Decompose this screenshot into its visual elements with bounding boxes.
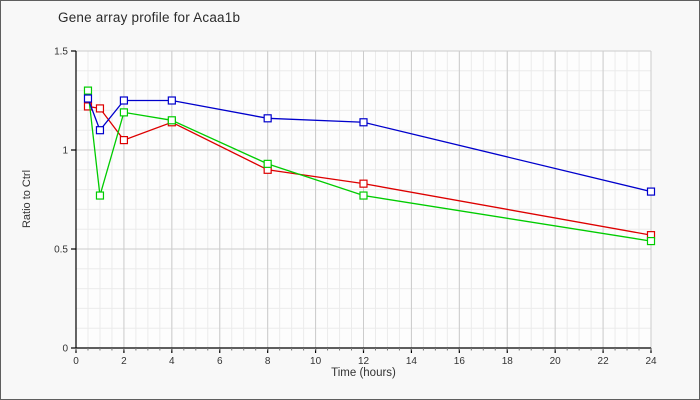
- x-tick-labels: 0 2 4 6 8 10 12 14 16 18 20 22 24: [73, 356, 657, 367]
- y-tick-label: 0: [62, 344, 68, 355]
- series-red-marker: [119, 136, 129, 145]
- x-tick-label: 16: [454, 356, 466, 367]
- series-blue-marker: [167, 96, 176, 105]
- series-blue-marker: [646, 187, 656, 196]
- x-tick-label: 18: [502, 356, 514, 367]
- x-tick-label: 12: [358, 356, 370, 367]
- x-tick-label: 6: [217, 356, 223, 367]
- x-axis-label: Time (hours): [331, 367, 396, 379]
- x-tick-label: 10: [310, 356, 322, 367]
- y-tick-label: 1.5: [54, 47, 68, 58]
- series-green-marker: [359, 191, 368, 200]
- x-tick-label: 24: [645, 356, 657, 367]
- x-tick-label: 8: [265, 356, 271, 367]
- series-blue-marker: [119, 96, 129, 105]
- series-blue-marker: [95, 126, 105, 135]
- series-green: [83, 86, 656, 246]
- x-tick-label: 22: [598, 356, 610, 367]
- series-green-marker: [83, 86, 93, 95]
- series-green-marker: [167, 116, 176, 125]
- x-tick-label: 20: [550, 356, 562, 367]
- series-green-marker: [95, 191, 105, 200]
- series-red-marker: [359, 179, 368, 188]
- series-green-marker: [119, 108, 129, 117]
- series-green-marker: [646, 236, 656, 246]
- x-tick-label: 4: [169, 356, 175, 367]
- x-tick-label: 14: [406, 356, 418, 367]
- series-red-marker: [95, 104, 105, 113]
- series-blue: [83, 94, 656, 196]
- y-tick-label: 1: [62, 146, 68, 157]
- y-tick-label: 0.5: [54, 245, 68, 256]
- x-tick-label: 0: [73, 356, 79, 367]
- chart-title: Gene array profile for Acaa1b: [58, 10, 241, 25]
- series-blue-marker: [359, 118, 368, 127]
- axes: [71, 50, 652, 353]
- y-tick-labels: 0 0.5 1 1.5: [54, 47, 68, 355]
- x-tick-label: 2: [121, 356, 127, 367]
- series-green-marker: [263, 159, 272, 168]
- series-blue-marker: [263, 114, 272, 123]
- series-blue-marker: [83, 94, 93, 103]
